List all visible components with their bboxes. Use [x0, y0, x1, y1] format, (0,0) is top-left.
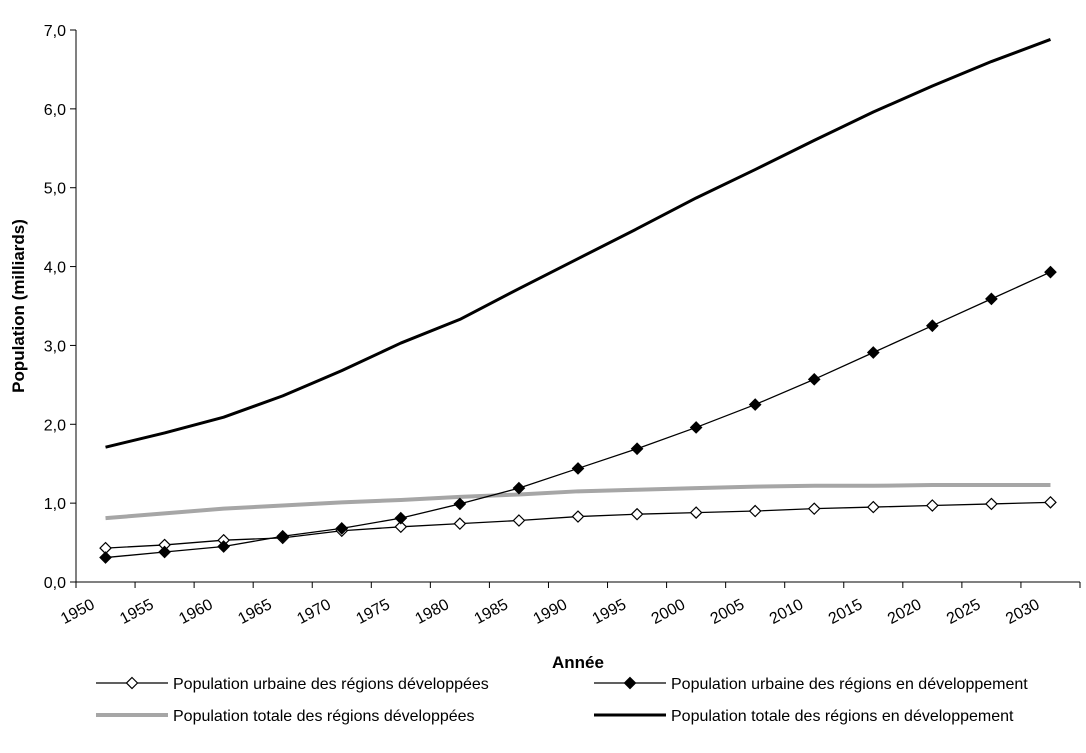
y-tick-label: 4,0: [44, 260, 66, 277]
series-1-point: [1044, 265, 1057, 279]
y-axis-ticks: 0,0 1,0 2,0 3,0 4,0 5,0 6,0 7,0: [44, 23, 76, 592]
series-1-point: [158, 545, 171, 559]
series-0-point: [453, 517, 467, 530]
series-1-point: [866, 346, 880, 359]
x-tick-label: 2025: [944, 596, 983, 628]
x-tick-label: 1950: [58, 596, 97, 628]
series-line-3: [105, 38, 1051, 449]
x-tick-label: 1990: [531, 596, 570, 628]
legend-marker-0: [125, 676, 139, 690]
x-tick-label: 2020: [885, 596, 924, 628]
series-1-point: [630, 442, 644, 456]
series-1-point: [926, 319, 939, 333]
series-0-point: [926, 499, 939, 512]
series-1-point: [512, 481, 526, 495]
series-0-point: [630, 507, 644, 521]
y-tick-label: 6,0: [44, 102, 66, 119]
x-axis-title: Année: [552, 653, 604, 672]
series-0-point: [394, 520, 408, 534]
series-line-2: [105, 483, 1051, 521]
series-0-point: [807, 502, 821, 516]
series-0-point: [1044, 496, 1057, 509]
series-1-point: [807, 372, 821, 386]
series-1-point: [985, 292, 998, 306]
series-1-point: [571, 462, 585, 475]
legend-label-3: Population totale des régions en dévelop…: [671, 708, 1014, 725]
series-1-point: [748, 398, 762, 411]
x-axis-ticks: 1950 1955 1960 1965 1970 1975 1980 1985 1990 1995…: [58, 582, 1081, 628]
series-1-point: [453, 497, 467, 511]
y-tick-label: 2,0: [44, 417, 66, 434]
plot-area: 0,0 1,0 2,0 3,0 4,0 5,0 6,0 7,0 1950 1955 1960 196…: [44, 23, 1081, 628]
legend-label-0: Population urbaine des régions développé…: [173, 676, 489, 693]
series-1-point: [217, 540, 230, 553]
x-tick-label: 1995: [590, 596, 629, 628]
y-tick-label: 7,0: [44, 23, 66, 40]
x-tick-label: 2030: [1003, 596, 1042, 628]
series-1-point: [276, 529, 290, 543]
series-0-point: [985, 497, 998, 511]
x-tick-label: 1955: [117, 596, 156, 628]
legend-marker-1: [623, 676, 637, 690]
x-tick-label: 1965: [235, 596, 274, 628]
y-axis-title: Population (milliards): [9, 219, 28, 393]
legend: Population urbaine des régions développé…: [96, 676, 1028, 725]
series-0-point: [512, 514, 526, 527]
series-0-point: [866, 500, 880, 514]
x-tick-label: 1970: [294, 596, 333, 628]
series-0-point: [571, 510, 585, 523]
x-tick-label: 1980: [413, 596, 452, 628]
x-tick-label: 2000: [649, 596, 688, 628]
x-tick-label: 1975: [353, 596, 392, 628]
legend-label-1: Population urbaine des régions en dévelo…: [671, 676, 1028, 693]
x-tick-label: 1985: [472, 596, 511, 628]
y-tick-label: 0,0: [44, 575, 66, 592]
x-tick-label: 2010: [767, 596, 806, 628]
series-0-point: [748, 504, 762, 518]
series-1-point: [394, 511, 408, 525]
legend-label-2: Population totale des régions développée…: [173, 708, 475, 725]
x-tick-label: 2005: [708, 596, 747, 628]
series-1-point: [99, 551, 112, 564]
series-0-point: [689, 506, 703, 519]
series-1-point: [689, 421, 703, 434]
y-tick-label: 3,0: [44, 338, 66, 355]
y-tick-label: 5,0: [44, 181, 66, 198]
x-tick-label: 1960: [176, 596, 215, 628]
y-tick-label: 1,0: [44, 496, 66, 513]
x-tick-label: 2015: [826, 596, 865, 628]
series-1-point: [335, 522, 349, 535]
series-layer: [99, 38, 1057, 564]
